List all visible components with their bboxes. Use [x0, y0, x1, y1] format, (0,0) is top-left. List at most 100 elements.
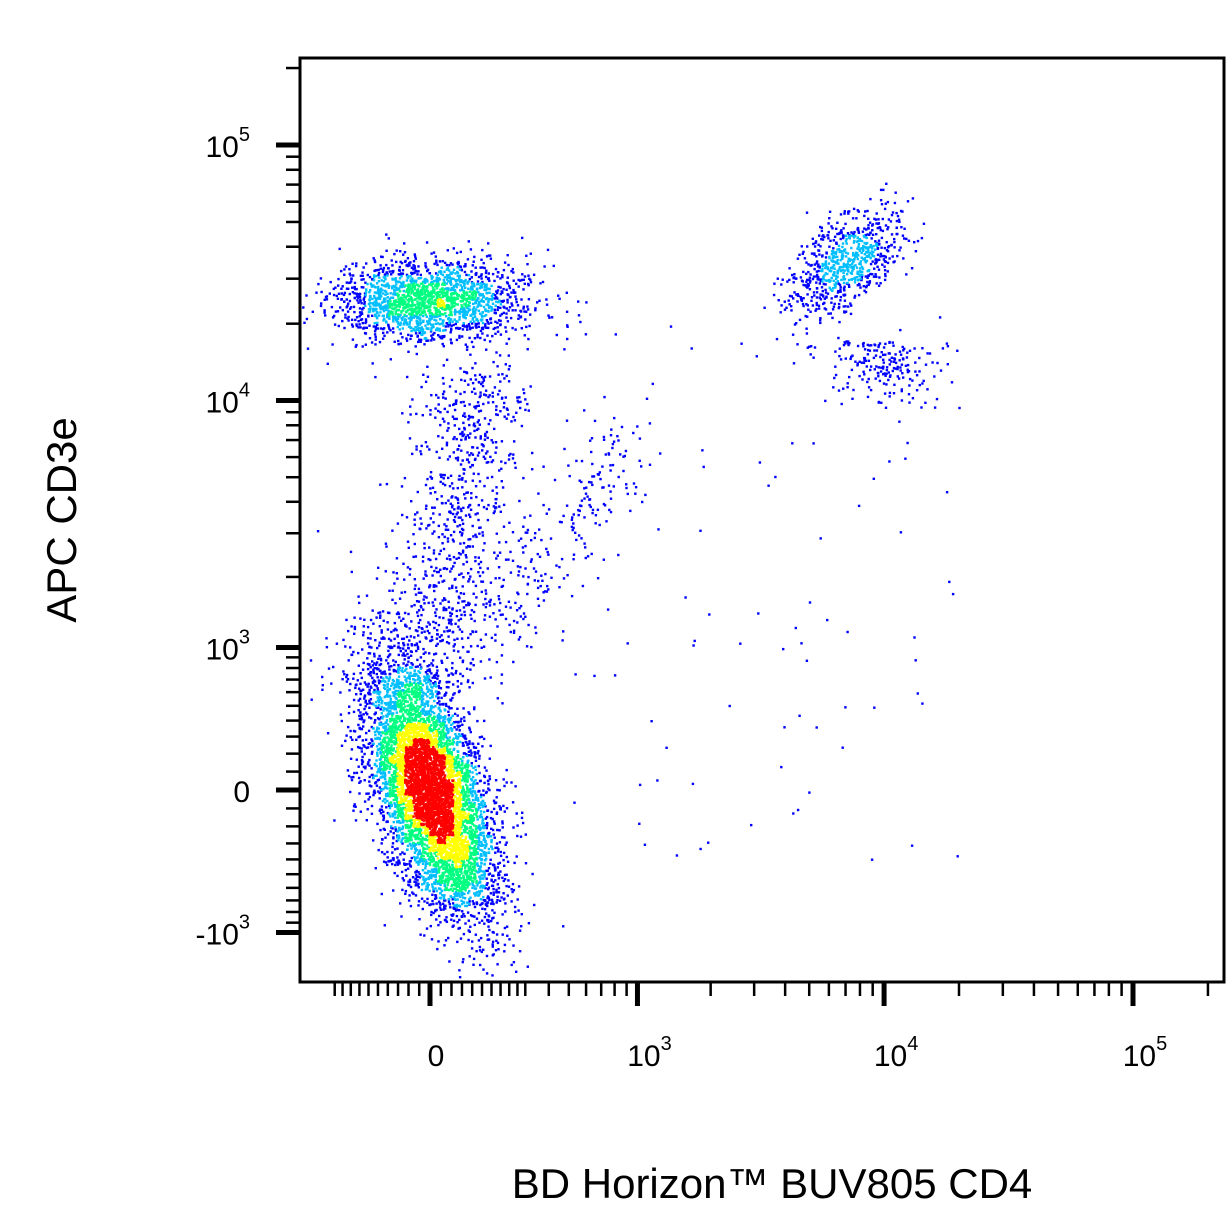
event-dot — [452, 268, 456, 271]
event-dot — [420, 613, 423, 617]
event-dot — [459, 507, 462, 511]
event-dot — [450, 341, 453, 344]
event-dot — [467, 461, 471, 464]
event-dot — [433, 699, 436, 703]
event-dot — [438, 703, 442, 706]
event-dot — [476, 808, 479, 812]
event-dot — [833, 267, 836, 270]
event-dot — [451, 722, 455, 725]
event-dot — [518, 929, 522, 932]
event-dot — [857, 245, 860, 248]
event-dot — [374, 737, 377, 740]
event-dot — [437, 684, 440, 688]
event-dot — [405, 322, 409, 326]
event-dot — [488, 775, 491, 778]
event-dot — [545, 303, 549, 306]
event-dot — [366, 642, 370, 645]
event-dot — [506, 282, 510, 285]
event-dot — [792, 281, 795, 284]
event-dot — [419, 517, 422, 520]
event-dot — [443, 420, 446, 423]
event-dot — [819, 245, 822, 248]
event-dot — [523, 334, 526, 337]
event-dot — [481, 745, 484, 748]
event-dot — [471, 882, 474, 885]
event-dot — [477, 419, 480, 422]
event-dot — [478, 736, 482, 739]
event-dot — [357, 723, 360, 727]
event-dot — [450, 567, 453, 570]
event-dot — [428, 664, 431, 667]
event-dot — [438, 327, 441, 331]
event-dot — [800, 642, 803, 645]
event-dot — [845, 265, 848, 269]
event-dot — [433, 331, 436, 335]
event-dot — [479, 435, 482, 438]
event-dot — [521, 811, 524, 814]
event-dot — [442, 279, 445, 282]
event-dot — [408, 264, 411, 267]
event-dot — [512, 271, 515, 274]
event-dot — [426, 477, 429, 481]
event-dot — [347, 287, 350, 290]
event-dot — [883, 246, 887, 250]
event-dot — [498, 551, 502, 554]
event-dot — [353, 627, 357, 631]
event-dot — [472, 957, 476, 961]
event-dot — [416, 884, 420, 887]
event-dot — [815, 301, 818, 305]
event-dot — [819, 298, 823, 301]
event-dot — [333, 819, 336, 822]
event-dot — [793, 273, 796, 276]
event-dot — [480, 877, 484, 880]
event-dot — [433, 262, 436, 266]
event-dot — [579, 320, 582, 324]
event-dot — [409, 567, 412, 571]
event-dot — [512, 279, 515, 282]
event-dot — [436, 692, 439, 696]
event-dot — [470, 947, 474, 950]
event-dot — [319, 277, 323, 280]
event-dot — [496, 866, 499, 869]
event-dot — [536, 301, 539, 304]
event-dot — [339, 691, 342, 694]
event-dot — [844, 222, 847, 226]
event-dot — [883, 278, 887, 282]
event-dot — [351, 325, 354, 328]
event-dot — [332, 665, 335, 669]
event-dot — [898, 249, 901, 252]
event-dot — [380, 851, 384, 854]
event-dot — [502, 305, 505, 308]
event-dot — [330, 305, 334, 309]
event-dot — [404, 649, 407, 652]
event-dot — [448, 629, 451, 632]
event-dot — [378, 797, 381, 800]
event-dot — [433, 530, 436, 533]
event-dot — [485, 972, 489, 975]
event-dot — [462, 606, 466, 609]
event-dot — [480, 801, 483, 804]
event-dot — [384, 680, 387, 684]
event-dot — [459, 672, 462, 676]
event-dot — [448, 323, 451, 326]
event-dot — [518, 635, 522, 639]
event-dot — [397, 612, 401, 616]
event-dot — [941, 347, 945, 350]
event-dot — [476, 512, 479, 515]
event-dot — [488, 287, 491, 291]
event-dot — [448, 276, 452, 279]
event-dot — [806, 245, 809, 248]
event-dot — [846, 382, 849, 385]
event-dot — [838, 306, 841, 309]
event-dot — [467, 580, 470, 583]
event-dot — [811, 304, 815, 307]
event-dot — [377, 706, 380, 709]
event-dot — [585, 301, 588, 304]
event-dot — [506, 293, 509, 296]
event-dot — [479, 437, 482, 440]
event-dot — [426, 445, 429, 448]
event-dot — [467, 902, 471, 906]
event-dot — [413, 523, 416, 526]
event-dot — [634, 492, 637, 495]
event-dot — [498, 299, 501, 302]
